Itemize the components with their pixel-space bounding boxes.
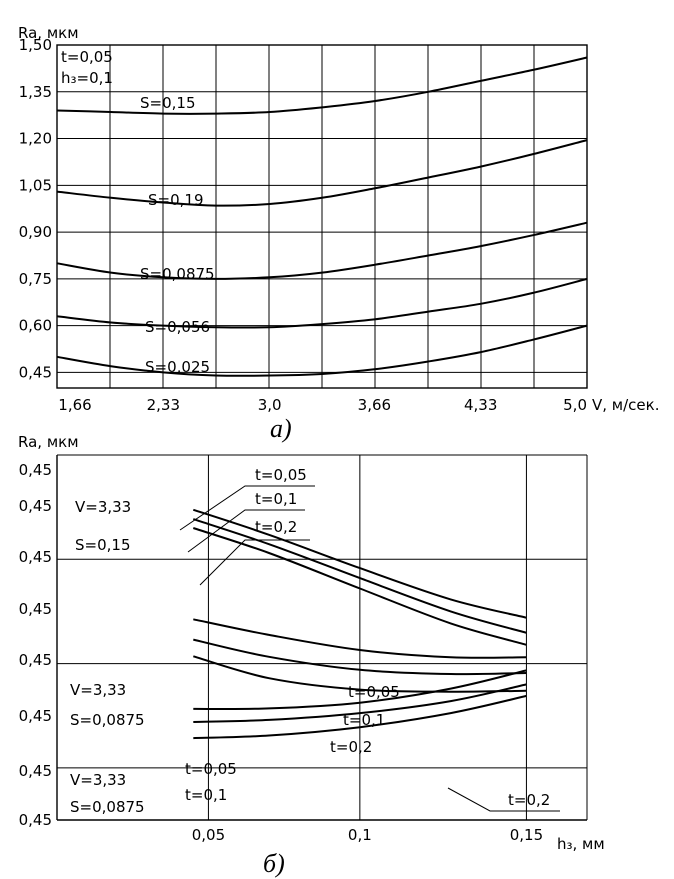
chart-a-x-tick: 2,33 xyxy=(147,396,180,414)
chart-b-group-label-v: V=3,33 xyxy=(75,498,131,516)
chart-a-series-label: S=0,15 xyxy=(140,94,196,112)
chart-a-x-tick: 3,0 xyxy=(258,396,282,414)
chart-b-series-line xyxy=(193,618,527,659)
chart-b-series-label: t=0,05 xyxy=(185,760,237,778)
chart-b-y-tick: 0,45 xyxy=(19,811,52,829)
chart-a-series-label: S=0,19 xyxy=(148,191,204,209)
chart-a-y-tick: 0,90 xyxy=(19,223,52,241)
chart-b-x-label: h₃, мм xyxy=(557,835,605,853)
chart-b: 0,45 0,45 0,45 0,45 0,45 0,45 0,45 0,45 0,05 0,1 0… xyxy=(18,433,605,878)
chart-b-series-line xyxy=(193,638,527,676)
chart-b-series-line xyxy=(192,518,527,634)
chart-b-y-tick: 0,45 xyxy=(19,600,52,618)
chart-a-y-tick: 1,05 xyxy=(19,176,52,194)
chart-b-series-label: t=0,05 xyxy=(255,466,307,484)
chart-a-series-label: S=0,025 xyxy=(145,358,210,376)
chart-b-label-leader xyxy=(199,539,310,586)
chart-b-series-line xyxy=(192,508,527,619)
chart-b-group-label-v: V=3,33 xyxy=(70,771,126,789)
chart-b-y-tick: 0,45 xyxy=(19,461,52,479)
chart-b-group-label-s: S=0,0875 xyxy=(70,798,145,816)
chart-b-series-label: t=0,1 xyxy=(343,711,385,729)
chart-b-series-label: t=0,2 xyxy=(255,518,297,536)
chart-a-param-t: t=0,05 xyxy=(61,48,113,66)
chart-b-y-tick: 0,45 xyxy=(19,651,52,669)
chart-a-y-tick: 1,50 xyxy=(19,36,52,54)
chart-a-title: а) xyxy=(270,414,292,443)
chart-a-series-line xyxy=(56,277,588,329)
chart-b-label-leader xyxy=(187,509,305,553)
chart-a-series-label: S=0,0875 xyxy=(140,265,215,283)
chart-a-x-tick: 4,33 xyxy=(464,396,497,414)
chart-b-series-line xyxy=(193,694,527,740)
chart-a-param-h: h₃=0,1 xyxy=(61,69,113,87)
chart-a-x-tick: 5,0 xyxy=(563,396,587,414)
chart-a-y-tick: 0,60 xyxy=(19,317,52,335)
chart-b-group-label-s: S=0,0875 xyxy=(70,711,145,729)
chart-b-group-label-v: V=3,33 xyxy=(70,681,126,699)
chart-b-x-tick: 0,15 xyxy=(510,826,543,844)
chart-b-label-leader xyxy=(447,787,560,812)
chart-a-y-tick: 0,45 xyxy=(19,363,52,381)
chart-b-series-line xyxy=(192,527,527,646)
chart-a-x-tick: 1,66 xyxy=(58,396,91,414)
chart-a-frame xyxy=(56,44,588,389)
chart-b-x-tick: 0,05 xyxy=(192,826,225,844)
chart-a-series-label: S=0,056 xyxy=(145,318,210,336)
chart-a-y-tick: 1,35 xyxy=(19,83,52,101)
chart-b-label-leader xyxy=(179,485,315,531)
chart-a: 1,50 1,35 1,20 1,05 0,90 0,75 0,60 0,45 1,66 2,33… xyxy=(18,24,659,443)
chart-b-y-tick: 0,45 xyxy=(19,707,52,725)
chart-a-x-label: V, м/сек. xyxy=(592,396,659,414)
chart-a-series-line xyxy=(56,56,588,115)
chart-b-title: б) xyxy=(263,849,285,878)
chart-b-y-label: Ra, мкм xyxy=(18,433,79,451)
chart-b-y-tick: 0,45 xyxy=(19,497,52,515)
chart-a-x-tick: 3,66 xyxy=(358,396,391,414)
chart-b-series-line xyxy=(193,669,527,711)
chart-b-series-label: t=0,05 xyxy=(348,683,400,701)
chart-b-series-line xyxy=(193,683,527,723)
chart-b-y-tick: 0,45 xyxy=(19,762,52,780)
chart-b-x-tick: 0,1 xyxy=(348,826,372,844)
chart-b-series-line xyxy=(193,655,527,693)
chart-a-y-tick: 1,20 xyxy=(19,130,52,148)
chart-a-y-tick: 0,75 xyxy=(19,270,52,288)
chart-a-series-line xyxy=(56,221,588,280)
chart-b-series-label: t=0,2 xyxy=(508,791,550,809)
chart-b-series-label: t=0,1 xyxy=(255,490,297,508)
chart-b-y-tick: 0,45 xyxy=(19,548,52,566)
chart-a-series-line xyxy=(56,139,588,207)
chart-b-series-label: t=0,2 xyxy=(330,738,372,756)
chart-a-series-line xyxy=(56,324,588,377)
chart-b-series-label: t=0,1 xyxy=(185,786,227,804)
chart-a-y-label: Ra, мкм xyxy=(18,24,79,42)
chart-b-group-label-s: S=0,15 xyxy=(75,536,131,554)
